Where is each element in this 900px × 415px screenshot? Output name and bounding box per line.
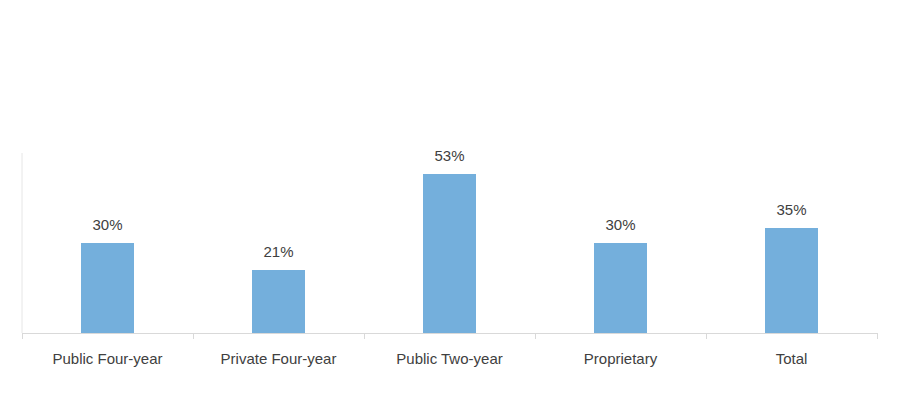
data-label: 30% bbox=[92, 216, 122, 233]
data-label: 21% bbox=[263, 243, 293, 260]
bar bbox=[423, 174, 476, 333]
y-axis-line bbox=[22, 153, 23, 333]
chart: Public Four-year Private Four-year Public … bbox=[0, 0, 900, 415]
x-axis-tick bbox=[364, 333, 365, 339]
x-axis-tick bbox=[706, 333, 707, 339]
data-label: 35% bbox=[776, 201, 806, 218]
x-axis-line bbox=[22, 333, 877, 334]
x-axis-tick bbox=[535, 333, 536, 339]
x-tick-label: Proprietary bbox=[584, 350, 658, 367]
bar bbox=[765, 228, 818, 333]
x-axis-tick bbox=[22, 333, 23, 339]
x-axis-tick bbox=[193, 333, 194, 339]
bars bbox=[81, 174, 818, 333]
bar bbox=[252, 270, 305, 333]
data-label: 30% bbox=[605, 216, 635, 233]
bar bbox=[594, 243, 647, 333]
x-tick-label: Total bbox=[776, 350, 808, 367]
data-label: 53% bbox=[434, 147, 464, 164]
x-tick-label: Public Two-year bbox=[396, 350, 502, 367]
bar bbox=[81, 243, 134, 333]
x-tick-label: Private Four-year bbox=[221, 350, 337, 367]
x-axis-tick bbox=[877, 333, 878, 339]
x-tick-label: Public Four-year bbox=[52, 350, 162, 367]
